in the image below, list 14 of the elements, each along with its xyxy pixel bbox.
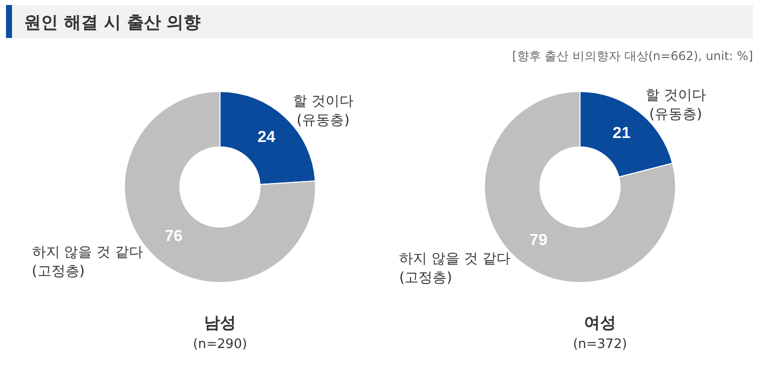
slice-label: 하지 않을 것 같다 (고정층) (32, 244, 144, 280)
slice-label: 할 것이다 (유동층) (292, 94, 354, 129)
data-label: 79 (530, 232, 548, 249)
slice-label: 하지 않을 것 같다 (고정층) (399, 250, 511, 286)
chart-title: 원인 해결 시 출산 의향 (24, 12, 201, 34)
text: 남성 (203, 313, 237, 334)
data-label: 21 (612, 124, 631, 142)
data-label: 76 (164, 228, 183, 245)
text: 여성 (583, 313, 617, 334)
text: (n=372) (572, 337, 628, 352)
chart-subtitle: [향후 출산 비의향자 대상(n=662), unit: %] (512, 48, 753, 65)
data-label: 24 (258, 128, 276, 146)
text: (n=290) (192, 337, 248, 352)
slice-label: 할 것이다 (유동층) (645, 87, 706, 122)
